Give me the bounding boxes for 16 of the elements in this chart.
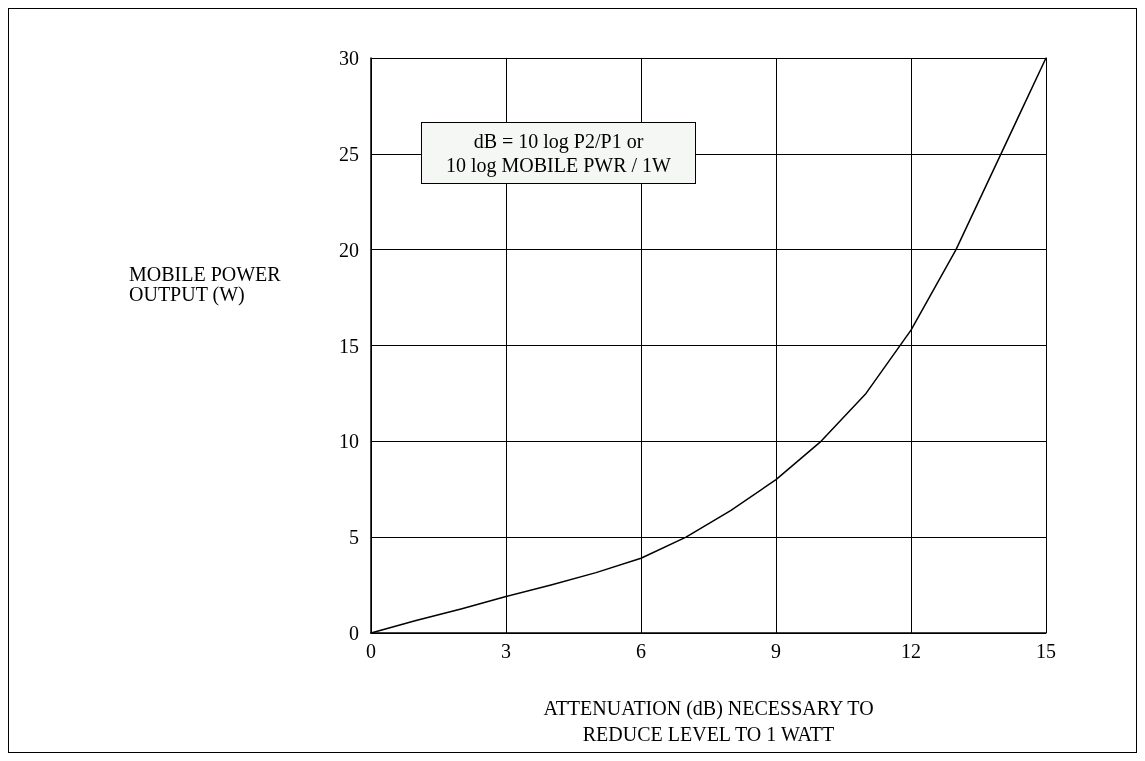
x-tick-label: 3 — [501, 640, 511, 662]
x-tick-label: 9 — [771, 640, 781, 662]
annotation: dB = 10 log P2/P1 or 10 log MOBILE PWR / 1W — [421, 122, 696, 184]
x-tick-label: 6 — [636, 640, 646, 662]
x-axis-title: ATTENUATION (dB) NECESSARY TO REDUCE LEVEL TO 1 WATT — [543, 697, 874, 745]
x-tick-label: 12 — [901, 640, 921, 662]
y-axis-title: MOBILE POWER OUTPUT (W) — [129, 263, 282, 306]
x-tick-label: 15 — [1036, 640, 1056, 662]
y-tick-label: 10 — [339, 430, 359, 453]
y-tick-label: 0 — [349, 622, 359, 644]
y-tick-label: 20 — [339, 238, 359, 261]
y-tick-label: 30 — [339, 47, 359, 69]
y-tick-label: 5 — [349, 526, 359, 549]
y-tick-label: 25 — [339, 142, 359, 165]
x-tick-label: 0 — [366, 640, 376, 662]
y-tick-label: 15 — [339, 334, 359, 357]
